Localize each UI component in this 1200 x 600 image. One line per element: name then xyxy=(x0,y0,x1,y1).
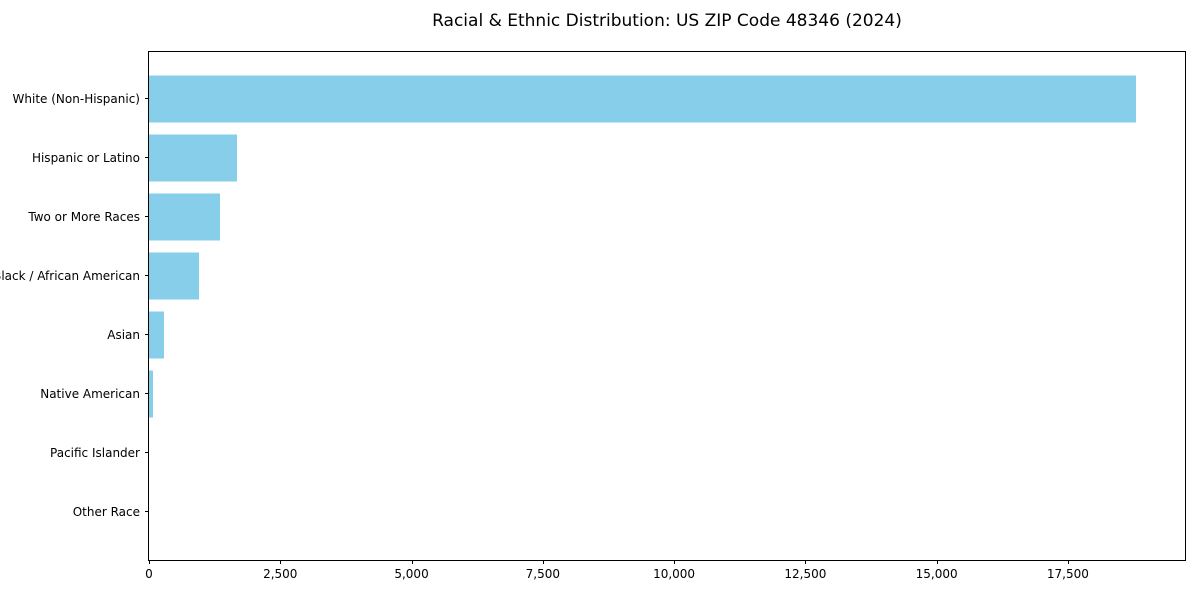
x-axis-tick-mark xyxy=(542,560,544,564)
bar-black-african-american xyxy=(149,252,200,299)
x-axis-tick-label: 7,500 xyxy=(525,567,560,581)
bar-row: Asian xyxy=(107,305,1185,364)
y-axis-category-label: Asian xyxy=(107,327,140,342)
y-axis-tick-mark xyxy=(145,98,149,99)
y-axis-tick-mark xyxy=(145,216,149,217)
bar-row: Hispanic or Latino xyxy=(32,128,1185,187)
y-axis-tick-mark xyxy=(145,334,149,335)
x-axis-tick-label: 10,000 xyxy=(653,567,696,581)
x-axis-tick-label: 2,500 xyxy=(263,567,298,581)
y-axis-category-label: Black / African American xyxy=(0,268,140,283)
bar-native-american xyxy=(149,370,153,417)
y-axis-tick-mark xyxy=(145,452,149,453)
bar-two-or-more-races xyxy=(149,193,221,240)
bar-white-non-hispanic xyxy=(149,75,1136,122)
bar-row: Pacific Islander xyxy=(50,423,1185,482)
y-axis-category-label: Two or More Races xyxy=(28,209,140,224)
bar-row: Two or More Races xyxy=(28,187,1185,246)
x-axis-tick-label: 12,500 xyxy=(784,567,827,581)
x-axis-tick-mark xyxy=(805,560,807,564)
y-axis-category-label: Hispanic or Latino xyxy=(31,150,140,165)
x-axis-tick-label: 15,000 xyxy=(915,567,958,581)
y-axis-category-label: Other Race xyxy=(72,504,140,519)
x-axis-tick-label: 17,500 xyxy=(1046,567,1089,581)
bar-rows-container: White (Non-Hispanic) Hispanic or Latino Tw… xyxy=(0,52,1185,560)
bar-row: Native American xyxy=(40,364,1185,423)
x-axis-tick-mark xyxy=(936,560,938,564)
x-axis-tick-mark xyxy=(674,560,676,564)
bar-row: Black / African American xyxy=(0,246,1185,305)
y-axis-tick-mark xyxy=(145,393,149,394)
y-axis-category-label: Pacific Islander xyxy=(50,445,140,460)
x-axis-tick-mark xyxy=(149,560,150,564)
x-axis-tick-mark xyxy=(411,560,413,564)
plot-area: White (Non-Hispanic) Hispanic or Latino Tw… xyxy=(0,51,1186,581)
bar-asian xyxy=(149,311,165,358)
y-axis-tick-mark xyxy=(145,511,149,512)
y-axis-tick-mark xyxy=(145,157,149,158)
bar-row: White (Non-Hispanic) xyxy=(13,69,1185,128)
x-axis-tick-mark xyxy=(280,560,282,564)
y-axis-tick-mark xyxy=(145,275,149,276)
bar-row: Other Race xyxy=(73,482,1185,541)
y-axis-category-label: Native American xyxy=(40,386,140,401)
chart-title: Racial & Ethnic Distribution: US ZIP Cod… xyxy=(432,11,902,31)
y-axis-category-label: White (Non-Hispanic) xyxy=(12,91,140,106)
bar-hispanic-or-latino xyxy=(149,134,237,181)
x-axis-tick-mark xyxy=(1067,560,1069,564)
x-axis-tick-label: 0 xyxy=(145,567,153,581)
x-axis-tick-label: 5,000 xyxy=(394,567,429,581)
